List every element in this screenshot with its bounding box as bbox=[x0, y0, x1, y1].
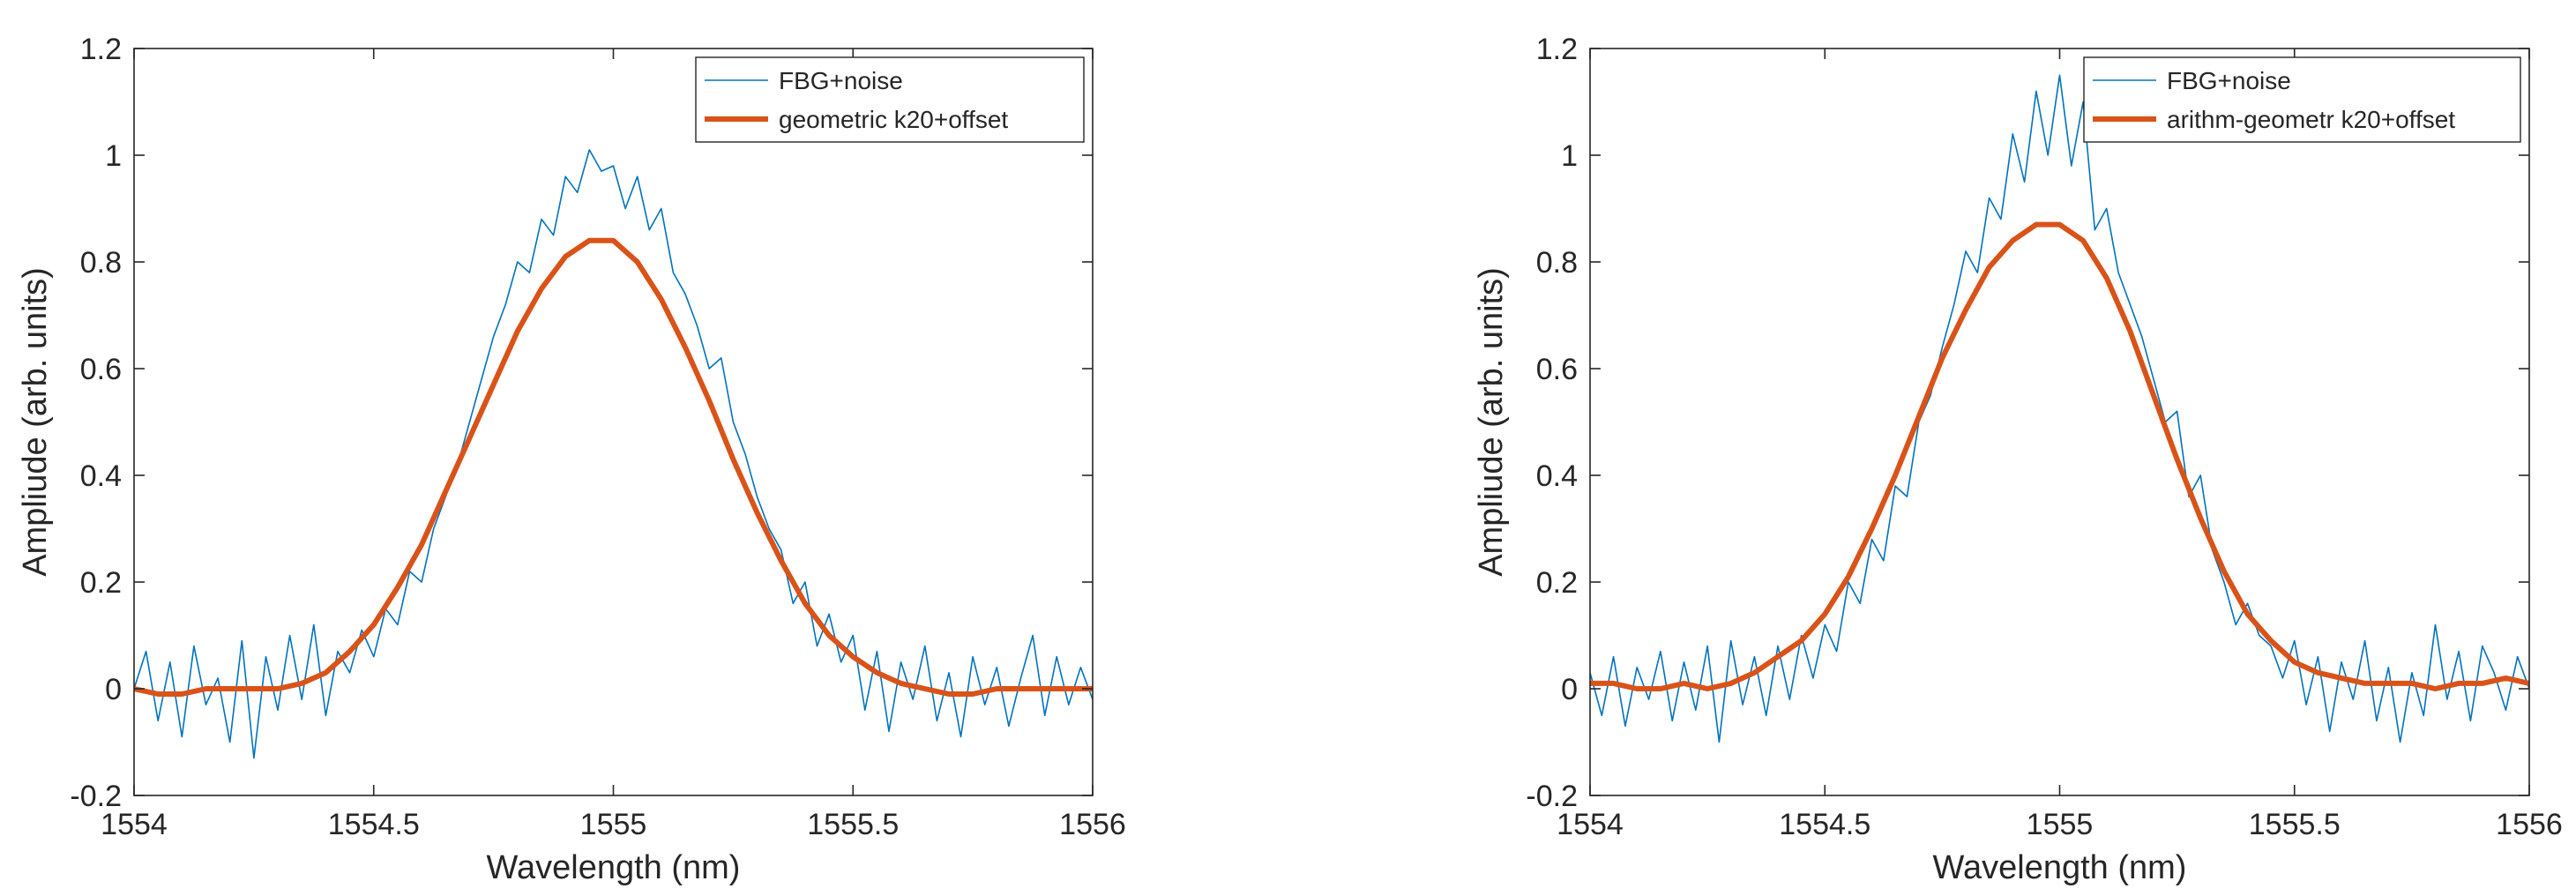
y-tick-label: 0.2 bbox=[80, 566, 122, 600]
x-tick-label: 1555 bbox=[580, 808, 647, 841]
legend-box bbox=[695, 56, 1085, 143]
legend: FBG+noise geometric k20+offset bbox=[695, 56, 1085, 143]
x-tick-label: 1554.5 bbox=[1779, 808, 1870, 841]
x-tick-label: 1555.5 bbox=[2249, 808, 2341, 841]
y-axis-label: Ampliude (arb. units) bbox=[1473, 267, 1510, 577]
legend-label-1: arithm-geometr k20+offset bbox=[2167, 106, 2455, 133]
series-group bbox=[134, 149, 1093, 759]
plot-area bbox=[1590, 49, 2529, 795]
series-group bbox=[1590, 74, 2529, 743]
x-axis-label: Wavelength (nm) bbox=[487, 849, 741, 886]
y-tick-label: 1.2 bbox=[80, 33, 122, 66]
y-axis-label: Ampliude (arb. units) bbox=[17, 267, 54, 577]
y-tick-label: 0.6 bbox=[80, 353, 122, 386]
y-tick-label: 0.4 bbox=[80, 459, 122, 493]
x-tick-label: 1556 bbox=[1059, 808, 1126, 841]
noise-line-0 bbox=[1590, 74, 2529, 743]
x-tick-label: 1555 bbox=[2027, 808, 2094, 841]
left-chart: 1554 1554.5 1555 1555.5 1556 -0.2 0 0.2 0.4 0.6 0.… bbox=[17, 33, 1126, 886]
y-tick-label: 1 bbox=[105, 139, 122, 173]
x-tick-label: 1555.5 bbox=[807, 808, 899, 841]
x-tick-label: 1554.5 bbox=[328, 808, 420, 841]
x-tick-label: 1556 bbox=[2496, 808, 2563, 841]
y-tick-label: 0 bbox=[105, 673, 122, 706]
fit-line-1 bbox=[134, 237, 1093, 697]
y-tick-label: -0.2 bbox=[1526, 780, 1578, 813]
y-tick-label: 0.6 bbox=[1536, 353, 1578, 386]
right-chart: 1554 1554.5 1555 1555.5 1556 -0.2 0 0.2 0.4 0.6 0.… bbox=[1473, 33, 2563, 886]
legend-label-1: geometric k20+offset bbox=[779, 106, 1008, 133]
y-tick-label: 0 bbox=[1561, 673, 1578, 706]
y-tick-label: 0.8 bbox=[1536, 246, 1578, 280]
y-tick-label: -0.2 bbox=[70, 780, 122, 813]
y-tick-label: 1 bbox=[1561, 139, 1578, 173]
plot-area bbox=[134, 49, 1093, 795]
y-tick-label: 0.4 bbox=[1536, 459, 1578, 493]
y-tick-label: 1.2 bbox=[1536, 33, 1578, 66]
x-tick-label: 1554 bbox=[101, 808, 168, 841]
fit-line-1 bbox=[1590, 221, 2529, 691]
x-tick-label: 1554 bbox=[1557, 808, 1624, 841]
x-axis-label: Wavelength (nm) bbox=[1933, 849, 2187, 886]
legend-box bbox=[2083, 56, 2521, 143]
legend-label-0: FBG+noise bbox=[779, 67, 903, 94]
noise-line-0 bbox=[134, 149, 1093, 759]
legend: FBG+noise arithm-geometr k20+offset bbox=[2083, 56, 2521, 143]
y-tick-label: 0.8 bbox=[80, 246, 122, 280]
legend-label-0: FBG+noise bbox=[2167, 67, 2291, 94]
y-tick-label: 0.2 bbox=[1536, 566, 1578, 600]
